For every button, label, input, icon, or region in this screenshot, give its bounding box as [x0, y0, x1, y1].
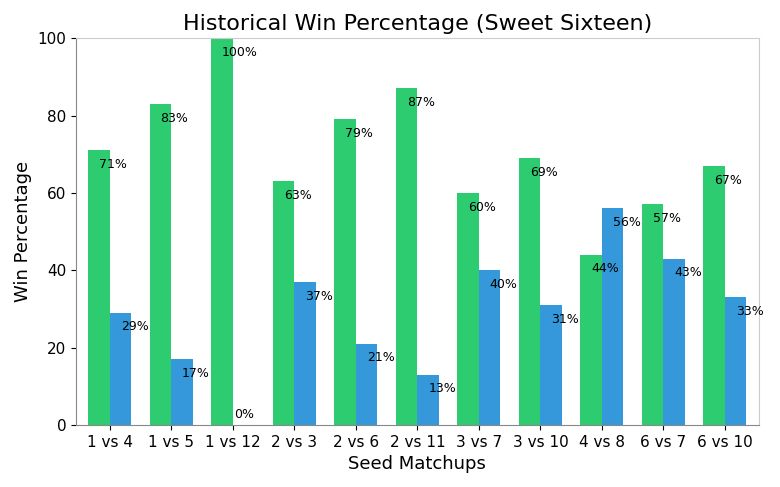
Bar — [356, 344, 378, 425]
X-axis label: Seed Matchups: Seed Matchups — [349, 455, 487, 473]
Text: 33%: 33% — [736, 305, 764, 318]
Text: 56%: 56% — [613, 216, 640, 229]
Text: 57%: 57% — [653, 212, 681, 225]
Bar — [335, 119, 356, 425]
Text: 83%: 83% — [161, 112, 189, 125]
Text: 60%: 60% — [468, 201, 496, 214]
Bar — [417, 375, 439, 425]
Bar — [110, 313, 131, 425]
Bar — [580, 255, 602, 425]
Text: 31%: 31% — [551, 313, 579, 326]
Bar — [396, 89, 417, 425]
Y-axis label: Win Percentage: Win Percentage — [14, 161, 32, 302]
Text: 71%: 71% — [99, 158, 127, 171]
Bar — [294, 282, 316, 425]
Title: Historical Win Percentage (Sweet Sixteen): Historical Win Percentage (Sweet Sixteen… — [183, 14, 652, 34]
Bar — [172, 359, 193, 425]
Bar — [519, 158, 541, 425]
Bar — [664, 259, 685, 425]
Bar — [541, 305, 562, 425]
Text: 29%: 29% — [121, 320, 148, 334]
Text: 100%: 100% — [222, 46, 258, 59]
Bar — [479, 270, 501, 425]
Bar — [725, 297, 746, 425]
Text: 44%: 44% — [591, 262, 619, 276]
Text: 17%: 17% — [183, 367, 210, 380]
Text: 13%: 13% — [428, 382, 456, 395]
Text: 40%: 40% — [490, 278, 518, 291]
Text: 79%: 79% — [345, 127, 373, 140]
Bar — [211, 38, 233, 425]
Bar — [150, 104, 172, 425]
Text: 37%: 37% — [305, 289, 333, 302]
Bar — [602, 208, 623, 425]
Text: 43%: 43% — [674, 266, 702, 280]
Bar — [642, 205, 664, 425]
Text: 67%: 67% — [714, 173, 742, 187]
Bar — [704, 166, 725, 425]
Bar — [457, 193, 479, 425]
Text: 0%: 0% — [234, 408, 254, 421]
Bar — [273, 181, 294, 425]
Text: 87%: 87% — [406, 96, 434, 109]
Bar — [88, 150, 110, 425]
Text: 21%: 21% — [367, 352, 395, 364]
Text: 63%: 63% — [284, 189, 311, 202]
Text: 69%: 69% — [530, 166, 558, 179]
